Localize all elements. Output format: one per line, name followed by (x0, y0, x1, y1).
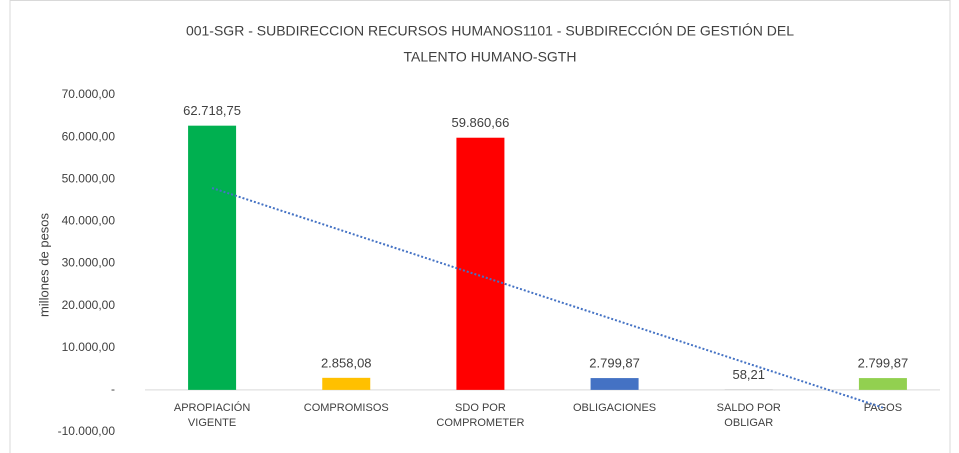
data-label: 2.799,87 (589, 356, 640, 371)
y-tick-label: 40.000,00 (62, 214, 116, 228)
chart-title: 001-SGR - SUBDIRECCION RECURSOS HUMANOS1… (186, 23, 794, 39)
x-tick-label: APROPIACIÓN VIGENTE (174, 401, 250, 429)
data-label: 2.799,87 (858, 356, 909, 371)
bar (456, 137, 505, 390)
y-tick-label: - (111, 382, 115, 396)
x-tick-label: COMPROMISOS (304, 402, 389, 414)
y-tick-label: -10.000,00 (58, 424, 116, 438)
x-tick-label: SALDO POR OBLIGAR (717, 402, 781, 429)
bar (322, 377, 371, 390)
x-tick-label: PAGOS (864, 402, 902, 414)
y-tick-label: 70.000,00 (62, 87, 116, 101)
data-label: 58,21 (732, 367, 765, 382)
y-tick-label: 10.000,00 (62, 340, 116, 354)
y-tick-label: 30.000,00 (62, 256, 116, 270)
bar (590, 378, 639, 390)
y-tick-label: 60.000,00 (62, 129, 116, 143)
data-label: 59.860,66 (451, 115, 509, 130)
y-tick-label: 50.000,00 (62, 171, 116, 185)
data-label: 62.718,75 (183, 103, 241, 118)
trendline (211, 187, 884, 409)
y-axis-title: millones de pesos (36, 212, 51, 317)
y-tick-label: 20.000,00 (62, 298, 116, 312)
x-tick-label: SDO POR COMPROMETER (436, 402, 524, 429)
chart-title: TALENTO HUMANO-SGTH (404, 49, 577, 65)
bar (188, 125, 237, 390)
bar (858, 378, 907, 390)
x-tick-label: OBLIGACIONES (573, 402, 656, 414)
data-label: 2.858,08 (321, 355, 372, 370)
